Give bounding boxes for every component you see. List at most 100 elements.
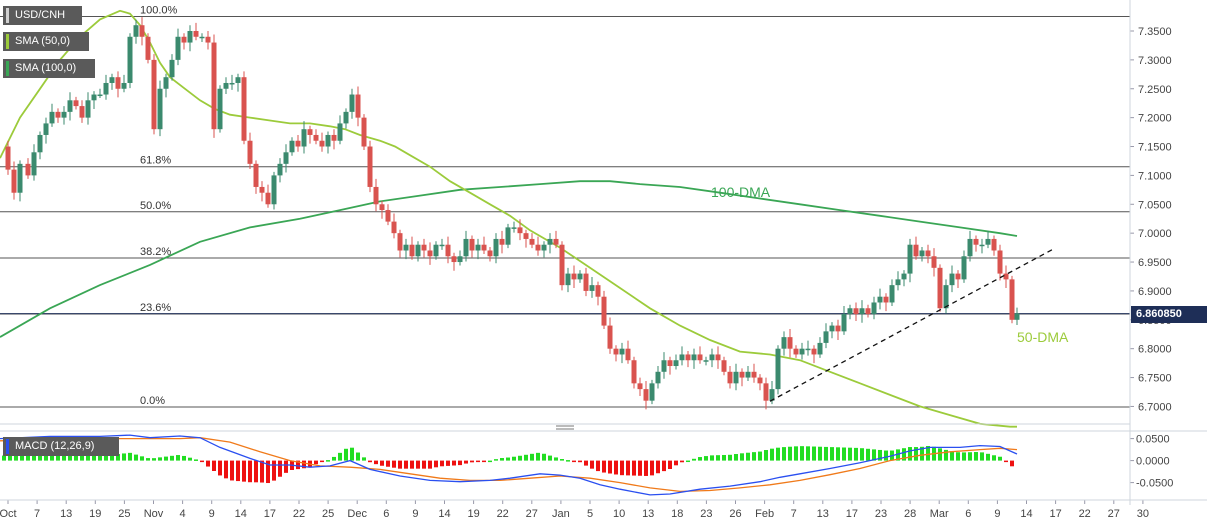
candle-body [829, 325, 835, 332]
macd-histogram-bar [404, 460, 408, 469]
candle-body [919, 250, 925, 257]
macd-histogram-bar [530, 453, 534, 461]
fib-label: 61.8% [140, 155, 171, 167]
macd-histogram-bar [458, 460, 462, 466]
macd-histogram-bar [554, 457, 558, 461]
candle-body [637, 383, 643, 390]
time-tick-label: 22 [497, 508, 509, 520]
macd-histogram-bar [584, 460, 588, 466]
time-tick-label: 18 [671, 508, 683, 520]
candle-body [403, 244, 409, 251]
candle [949, 265, 955, 293]
macd-histogram-bar [392, 460, 396, 468]
annotation-50dma: 50-DMA [1017, 329, 1069, 345]
macd-histogram-bar [926, 446, 930, 461]
macd-histogram-bar [50, 453, 54, 461]
candle [5, 140, 11, 175]
candle [997, 244, 1003, 281]
time-tick-label: Oct [0, 508, 17, 520]
macd-histogram-bar [620, 460, 624, 476]
candle [817, 337, 823, 358]
time-tick-label: 10 [613, 508, 625, 520]
macd-histogram-bar [716, 455, 720, 461]
fib-label: 50.0% [140, 200, 171, 212]
candle-body [733, 371, 739, 384]
candle [925, 244, 931, 264]
macd-panel: 0.0500 0.0000 -0.0500 [0, 434, 1173, 496]
candle [547, 233, 553, 254]
time-tick-label: 25 [118, 508, 130, 520]
candle-body [439, 244, 445, 247]
macd-histogram-bar [680, 460, 684, 463]
candle-body [685, 354, 691, 361]
candle-body [811, 348, 817, 355]
fib-label: 0.0% [140, 395, 165, 407]
candle [511, 221, 517, 233]
macd-histogram-bar [398, 460, 402, 469]
legend-symbol[interactable]: USD/CNH [3, 6, 82, 25]
candle [1014, 307, 1020, 326]
candle [289, 137, 295, 156]
candlesticks [5, 17, 1020, 410]
macd-histogram-bar [596, 460, 600, 472]
legend-macd[interactable]: MACD (12,26,9) [3, 437, 119, 456]
candle-body [709, 354, 715, 361]
candle [97, 88, 103, 98]
candle-body [793, 348, 799, 355]
candle [475, 238, 481, 260]
candle-body [271, 175, 277, 205]
candle-body [781, 337, 787, 349]
macd-histogram-bar [500, 458, 504, 461]
macd-histogram-bar [440, 460, 444, 467]
candle [649, 379, 655, 405]
macd-histogram-bar [356, 452, 360, 461]
annotations: 100-DMA 50-DMA [711, 184, 1069, 345]
candle-body [721, 360, 727, 372]
candle [241, 71, 247, 145]
candle [727, 366, 733, 389]
price-tick-label: 7.1500 [1138, 142, 1172, 154]
candle [493, 233, 499, 264]
candle-body [85, 100, 91, 118]
candle-body [415, 244, 421, 257]
macd-histogram-bar [56, 453, 60, 461]
macd-histogram-bar [608, 460, 612, 474]
macd-histogram-bar [128, 452, 132, 461]
macd-histogram-bar [122, 453, 126, 461]
candle [805, 340, 811, 356]
candle-body [505, 227, 511, 245]
candle [427, 242, 433, 265]
macd-histogram-bar [410, 460, 414, 469]
time-tick-label: 25 [322, 508, 334, 520]
macd-histogram-bar [362, 457, 366, 461]
macd-histogram-bar [32, 454, 36, 461]
price-tick-label: 7.1000 [1138, 170, 1172, 182]
candle-body [991, 238, 997, 251]
macd-histogram-bar [566, 460, 570, 462]
macd-histogram-bar [776, 447, 780, 461]
candle [403, 238, 409, 260]
macd-histogram-bar [698, 457, 702, 461]
macd-histogram-bar [188, 457, 192, 461]
price-tick-label: 7.2000 [1138, 113, 1172, 125]
candle [871, 296, 877, 320]
candle [841, 305, 847, 335]
macd-histogram-bar [338, 452, 342, 461]
macd-histogram-bar [80, 454, 84, 461]
legend-sma50[interactable]: SMA (50,0) [3, 32, 89, 51]
candle-body [205, 36, 211, 43]
candle [457, 250, 463, 266]
time-tick-label: 6 [965, 508, 971, 520]
macd-histogram-bar [548, 455, 552, 461]
candle-body [805, 348, 811, 351]
candle [787, 329, 793, 358]
macd-histogram-bar [512, 456, 516, 461]
legend-sma100[interactable]: SMA (100,0) [3, 59, 95, 78]
candle [559, 241, 565, 291]
macd-histogram-bar [158, 457, 162, 461]
candle-body [535, 244, 541, 251]
macd-histogram-bar [818, 446, 822, 461]
candle [151, 54, 157, 135]
candle [181, 33, 187, 50]
candle [367, 140, 373, 193]
